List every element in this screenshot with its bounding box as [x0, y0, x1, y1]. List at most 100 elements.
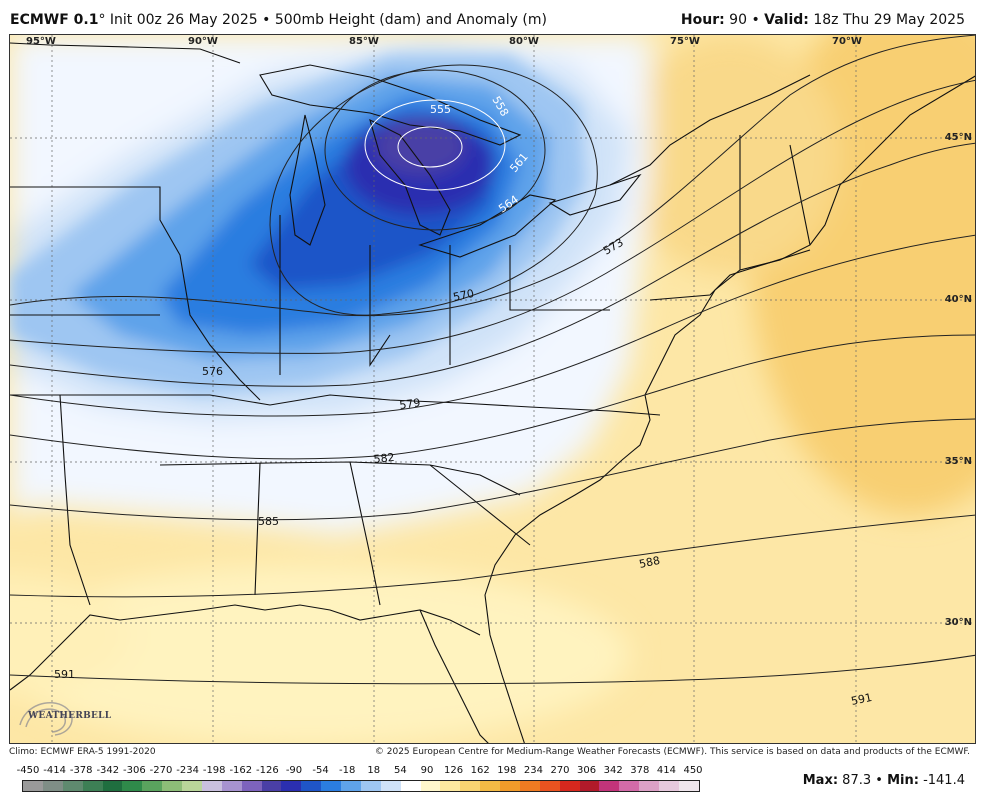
min-label: Min:: [887, 773, 919, 788]
colorbar-tick-label: 234: [523, 765, 543, 776]
field-name: 500mb Height (dam) and Anomaly (m): [274, 12, 547, 28]
colorbar: [22, 780, 700, 792]
colorbar-swatch: [579, 781, 600, 791]
lat-label-35n: 35°N: [944, 456, 972, 467]
max-value: 87.3: [842, 773, 872, 788]
colorbar-tick-label: 198: [497, 765, 517, 776]
colorbar-swatch: [360, 781, 381, 791]
lon-label-95w: 95°W: [26, 36, 56, 47]
colorbar-swatch: [440, 781, 461, 791]
colorbar-swatch: [639, 781, 659, 791]
colorbar-tick-label: 126: [444, 765, 464, 776]
colorbar-swatch: [62, 781, 83, 791]
colorbar-tick-label: -306: [123, 765, 146, 776]
colorbar-swatch: [420, 781, 441, 791]
header: ECMWF 0.1° Init 00z 26 May 2025 • 500mb …: [0, 0, 984, 34]
colorbar-ticks: -450 -414 -378 -342 -306 -270 -234 -198 -162 -126…: [0, 765, 984, 779]
lat-label-40n: 40°N: [944, 294, 972, 305]
colorbar-tick-label: 162: [470, 765, 490, 776]
colorbar-tick-label: -126: [256, 765, 279, 776]
colorbar-tick-label: -234: [176, 765, 199, 776]
colorbar-swatch: [480, 781, 500, 791]
valid-value: 18z Thu 29 May 2025: [813, 12, 965, 28]
colorbar-swatch: [241, 781, 262, 791]
contour-label: 570: [452, 287, 475, 304]
colorbar-tick-label: -54: [312, 765, 329, 776]
max-min-readout: Max: 87.3 • Min: -141.4: [803, 773, 965, 788]
colorbar-swatch: [460, 781, 481, 791]
colorbar-swatch: [341, 781, 361, 791]
colorbar-swatch: [281, 781, 302, 791]
colorbar-swatch: [559, 781, 580, 791]
colorbar-tick-label: -90: [285, 765, 303, 776]
colorbar-swatch: [301, 781, 322, 791]
colorbar-swatch: [500, 781, 520, 791]
copyright-note: © 2025 European Centre for Medium-Range …: [374, 747, 970, 757]
map-canvas: 555 558 561 564 570 573 576 579 582 585 …: [10, 35, 975, 743]
maxmin-bullet: •: [875, 773, 883, 788]
colorbar-tick-label: 378: [630, 765, 650, 776]
contour-label: 582: [373, 451, 395, 466]
colorbar-tick-label: 450: [683, 765, 703, 776]
contour-label: 585: [258, 515, 279, 528]
colorbar-tick-label: 54: [394, 765, 407, 776]
climo-note: Climo: ECMWF ERA-5 1991-2020: [9, 747, 156, 757]
colorbar-swatch: [678, 781, 699, 791]
colorbar-tick-label: -450: [16, 765, 40, 776]
colorbar-swatch: [42, 781, 63, 791]
colorbar-swatch: [539, 781, 560, 791]
lat-label-45n: 45°N: [944, 132, 972, 143]
contour-label: 579: [399, 396, 422, 412]
title-bullet: •: [262, 12, 271, 28]
lon-label-90w: 90°W: [188, 36, 218, 47]
colorbar-tick-label: 270: [550, 765, 570, 776]
colorbar-swatch: [102, 781, 123, 791]
colorbar-swatch: [519, 781, 540, 791]
colorbar-swatch: [182, 781, 202, 791]
init-time: Init 00z 26 May 2025: [109, 12, 258, 28]
height-contours: [10, 35, 975, 685]
colorbar-tick-label: -270: [149, 765, 173, 776]
boundaries: [10, 42, 975, 743]
colorbar-swatch: [221, 781, 242, 791]
colorbar-swatch: [122, 781, 143, 791]
contour-label: 576: [202, 365, 223, 378]
valid-label: Valid:: [764, 12, 809, 28]
contour-label: 591: [54, 668, 75, 681]
colorbar-tick-label: 414: [656, 765, 676, 776]
colorbar-tick-label: -414: [43, 765, 66, 776]
colorbar-tick-label: -18: [339, 765, 356, 776]
map-title: ECMWF 0.1° Init 00z 26 May 2025 • 500mb …: [10, 12, 547, 28]
lon-label-70w: 70°W: [832, 36, 862, 47]
max-label: Max:: [802, 773, 839, 788]
colorbar-swatch: [619, 781, 640, 791]
colorbar-swatch: [400, 781, 421, 791]
colorbar-swatch: [599, 781, 620, 791]
map-panel[interactable]: 555 558 561 564 570 573 576 579 582 585 …: [9, 34, 976, 744]
contour-label: 555: [430, 103, 451, 116]
graticule: [10, 35, 975, 743]
hour-value: 90: [729, 12, 747, 28]
contour-label: 588: [638, 554, 661, 571]
colorbar-tick-label: -378: [69, 765, 93, 776]
colorbar-swatch: [321, 781, 341, 791]
colorbar-tick-label: -342: [96, 765, 120, 776]
colorbar-swatch: [82, 781, 103, 791]
valid-bullet: •: [751, 12, 760, 28]
weatherbell-logo-icon: [19, 702, 73, 736]
lon-label-80w: 80°W: [509, 36, 539, 47]
colorbar-swatch: [162, 781, 182, 791]
colorbar-tick-label: 90: [420, 765, 434, 776]
min-value: -141.4: [923, 773, 965, 788]
colorbar-swatch: [23, 781, 43, 791]
colorbar-swatch: [261, 781, 282, 791]
lon-label-75w: 75°W: [670, 36, 700, 47]
colorbar-swatch: [142, 781, 163, 791]
model-name: ECMWF 0.1: [10, 12, 99, 28]
colorbar-tick-label: 18: [367, 765, 381, 776]
colorbar-tick-label: 342: [603, 765, 623, 776]
colorbar-swatch: [380, 781, 401, 791]
valid-info: Hour: 90 • Valid: 18z Thu 29 May 2025: [681, 12, 965, 28]
logo-text: WEATHERBELL: [28, 711, 112, 721]
colorbar-tick-label: 306: [577, 765, 597, 776]
